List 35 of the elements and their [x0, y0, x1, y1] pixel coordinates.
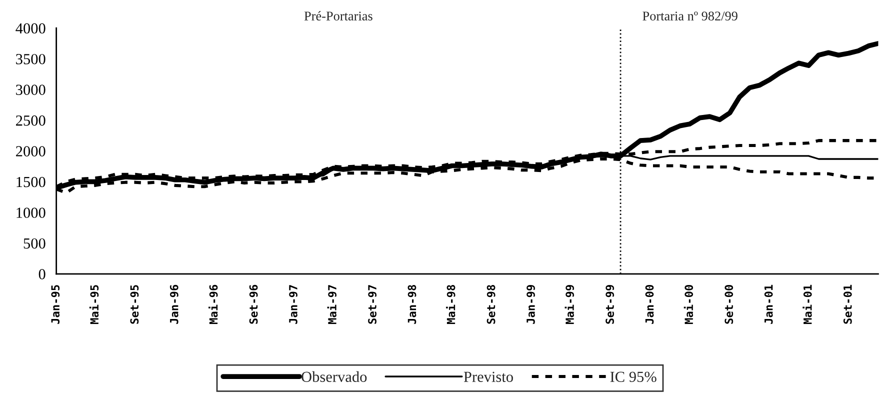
y-tick-label: 1500	[16, 176, 46, 188]
x-tick-label: Jan-97	[289, 285, 298, 324]
x-tick-label: Mai-95	[89, 285, 99, 324]
y-tick-label: 3500	[16, 54, 46, 64]
y-tick-label: 4000	[16, 23, 46, 34]
x-tick-label: Mai-99	[564, 285, 574, 324]
x-tick-label: Jan-96	[170, 284, 178, 324]
x-tick-label: Set-98	[486, 285, 496, 324]
x-tick-label: Set-99	[606, 285, 614, 324]
x-tick-label: Jan-95	[51, 285, 60, 324]
legend-label: IC 95%	[610, 372, 656, 382]
x-tick-label: Jan-01	[764, 284, 773, 324]
legend-label: Previsto	[464, 372, 513, 382]
x-tick-label: Set-01	[843, 284, 852, 324]
x-tick-label: Set-95	[130, 285, 139, 324]
x-tick-label: Jan-98	[408, 285, 416, 324]
x-tick-label: Set-96	[249, 284, 258, 324]
x-tick-label: Mai-96	[208, 284, 218, 324]
y-tick-label: 2000	[16, 146, 46, 156]
legend-label: Observado	[302, 371, 367, 382]
y-tick-label: 1000	[16, 208, 46, 218]
x-tick-label: Mai-00	[684, 284, 694, 324]
y-tick-label: 2500	[16, 115, 46, 126]
x-tick-label: Mai-98	[446, 285, 456, 324]
x-tick-label: Jan-00	[645, 284, 654, 324]
x-tick-label: Set-00	[724, 284, 734, 324]
x-tick-label: Mai-01	[802, 284, 812, 324]
y-tick-label: 3000	[16, 84, 46, 95]
x-tick-label: Jan-99	[526, 285, 535, 324]
y-tick-label: 500	[24, 238, 46, 249]
x-tick-label: Set-97	[368, 285, 377, 324]
x-tick-label: Mai-97	[327, 285, 336, 324]
text: Pré-Portarias	[304, 11, 372, 20]
text: Portaria nº 982/99	[642, 12, 738, 20]
y-tick-label: 0	[38, 269, 46, 280]
